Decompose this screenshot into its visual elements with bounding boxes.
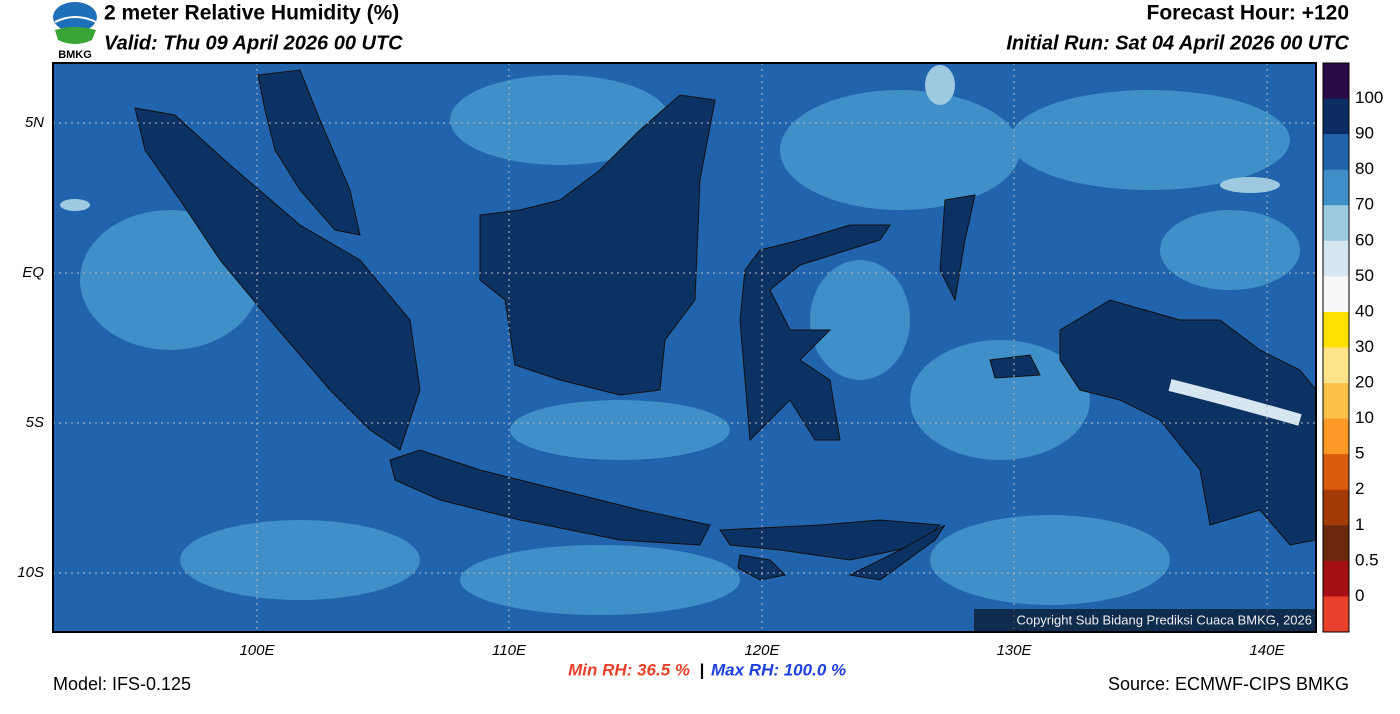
colorbar-segment: [1323, 454, 1349, 491]
colorbar-label: 1: [1355, 515, 1364, 534]
colorbar-label: 50: [1355, 266, 1374, 285]
separator: |: [700, 660, 705, 679]
colorbar-label: 2: [1355, 479, 1364, 498]
colorbar-segment: [1323, 489, 1349, 526]
lon-label: 120E: [744, 642, 780, 659]
colorbar-label: 90: [1355, 124, 1374, 143]
initial-run: Initial Run: Sat 04 April 2026 00 UTC: [1006, 32, 1349, 54]
max-rh: Max RH: 100.0 %: [711, 660, 846, 679]
colorbar-segment: [1323, 596, 1349, 633]
colorbar-label: 20: [1355, 373, 1374, 392]
lat-labels: 5N EQ 5S 10S: [17, 114, 44, 581]
colorbar-label: 70: [1355, 195, 1374, 214]
forecast-hour: Forecast Hour: +120: [1147, 2, 1350, 25]
copyright: Copyright Sub Bidang Prediksi Cuaca BMKG…: [1016, 612, 1312, 627]
colorbar-segment: [1323, 276, 1349, 313]
colorbar-segment: [1323, 418, 1349, 455]
colorbar-label: 0: [1355, 586, 1364, 605]
colorbar-segment: [1323, 205, 1349, 242]
colorbar-label: 5: [1355, 444, 1364, 463]
source: Source: ECMWF-CIPS BMKG: [1108, 674, 1349, 694]
lon-label: 110E: [492, 642, 527, 659]
colorbar-label: 100: [1355, 88, 1383, 107]
colorbar-segment: [1323, 240, 1349, 277]
grid-lines: [53, 63, 1316, 632]
colorbar-segment: [1323, 560, 1349, 597]
colorbar-segment: [1323, 347, 1349, 384]
title: 2 meter Relative Humidity (%): [104, 2, 399, 25]
colorbar-segment: [1323, 134, 1349, 171]
lat-label: 5N: [25, 114, 44, 131]
colorbar-label: 60: [1355, 230, 1374, 249]
colorbar-segment: [1323, 63, 1349, 100]
colorbar-segment: [1323, 383, 1349, 420]
lon-label: 130E: [996, 642, 1032, 659]
colorbar-segment: [1323, 169, 1349, 206]
colorbar-label: 10: [1355, 408, 1374, 427]
valid-time: Valid: Thu 09 April 2026 00 UTC: [104, 32, 403, 54]
lat-label: 10S: [17, 564, 44, 581]
lon-label: 100E: [239, 642, 275, 659]
logo: BMKG: [53, 2, 97, 61]
map: Copyright Sub Bidang Prediksi Cuaca BMKG…: [52, 62, 1317, 633]
lat-label: 5S: [26, 414, 44, 431]
colorbar: 100 90 80 70 60 50 40 30 20 10 5 2 1 0.5 0: [1322, 62, 1383, 633]
logo-text: BMKG: [58, 49, 92, 61]
model: Model: IFS-0.125: [53, 674, 191, 694]
colorbar-label: 30: [1355, 337, 1374, 356]
colorbar-segment: [1323, 98, 1349, 135]
colorbar-frame: [1322, 62, 1350, 633]
lon-label: 140E: [1249, 642, 1285, 659]
lon-labels: 100E 110E 120E 130E 140E: [239, 642, 1285, 659]
colorbar-segment: [1323, 311, 1349, 348]
colorbar-label: 40: [1355, 301, 1374, 320]
min-rh: Min RH: 36.5 %: [568, 660, 690, 679]
colorbar-label: 80: [1355, 159, 1374, 178]
colorbar-label: 0.5: [1355, 550, 1379, 569]
colorbar-segment: [1323, 525, 1349, 562]
lat-label: EQ: [22, 264, 44, 281]
